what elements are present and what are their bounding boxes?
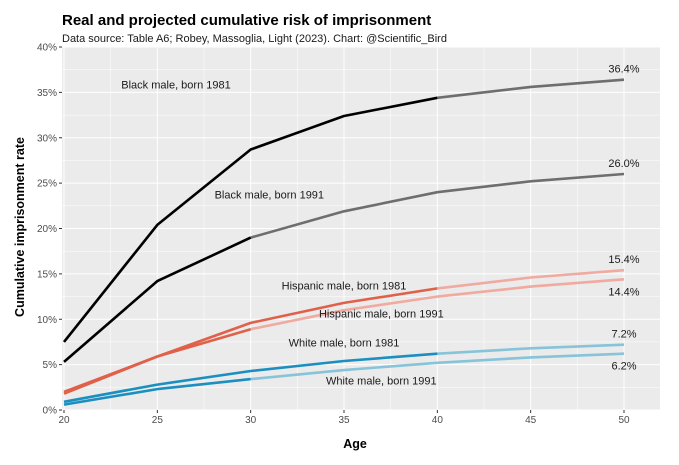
x-tick-label: 40 — [432, 415, 444, 426]
series-line-real — [63, 377, 251, 406]
y-tick-label: 0% — [43, 406, 58, 417]
series-line-projected — [437, 343, 625, 355]
x-tick-label: 35 — [338, 415, 350, 426]
x-tick-label: 30 — [245, 415, 257, 426]
y-tick-label: 10% — [37, 315, 57, 326]
series-name-label: Hispanic male, born 1991 — [319, 308, 444, 320]
series-name-label: White male, born 1981 — [289, 337, 400, 349]
y-axis-title: Cumulative imprisonment rate — [13, 137, 27, 317]
series-line-projected — [250, 172, 625, 239]
series-line-projected — [437, 78, 625, 100]
series-name-label: Hispanic male, born 1981 — [282, 280, 407, 292]
end-value-label: 6.2% — [611, 361, 636, 373]
end-value-label: 14.4% — [608, 286, 639, 298]
end-value-label: 7.2% — [611, 329, 636, 341]
end-value-label: 15.4% — [608, 254, 639, 266]
y-tick-label: 25% — [37, 179, 57, 190]
x-tick-label: 50 — [618, 415, 630, 426]
series-line-real — [63, 352, 438, 404]
series-line-real — [63, 327, 252, 395]
y-tick-label: 30% — [37, 133, 57, 144]
series-line-real — [62, 96, 438, 343]
series-labels: Black male, born 1981 Black male, born 19… — [121, 64, 640, 388]
x-tick-label: 25 — [152, 415, 164, 426]
x-tick-label: 20 — [58, 415, 70, 426]
chart-subtitle: Data source: Table A6; Robey, Massoglia,… — [62, 33, 447, 45]
series-name-label: Black male, born 1991 — [215, 190, 324, 202]
y-tick-label: 40% — [37, 43, 57, 54]
series-line-projected — [250, 278, 625, 331]
chart-title: Real and projected cumulative risk of im… — [62, 12, 431, 29]
series-line-projected — [250, 352, 625, 381]
y-tick-label: 35% — [37, 88, 57, 99]
end-value-label: 36.4% — [608, 64, 639, 76]
x-axis-title: Age — [343, 437, 367, 451]
series-line-real — [63, 236, 252, 363]
series-line-projected — [437, 268, 625, 290]
series-name-label: White male, born 1991 — [326, 376, 437, 388]
y-tick-label: 5% — [43, 360, 58, 371]
y-tick-label: 20% — [37, 224, 57, 235]
x-tick-label: 45 — [525, 415, 537, 426]
axis-ticks: 0% 5% 10% 15% 20% 25% 30% 35% 40% 20 25 30 35 40 45 50 — [37, 43, 630, 427]
end-value-label: 26.0% — [608, 158, 639, 170]
series-lines — [62, 78, 625, 406]
y-tick-label: 15% — [37, 269, 57, 280]
series-name-label: Black male, born 1981 — [121, 80, 230, 92]
grid — [62, 46, 660, 411]
